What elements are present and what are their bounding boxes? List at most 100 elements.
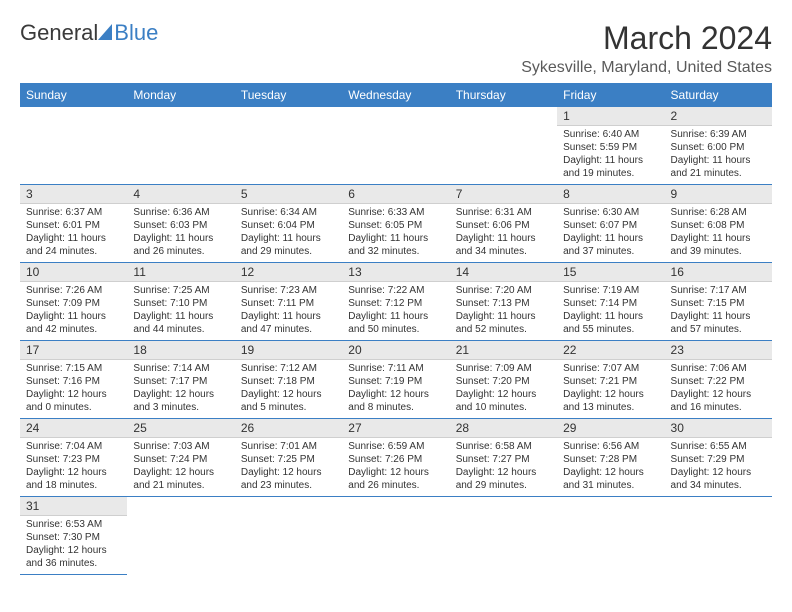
day-content: Sunrise: 7:09 AMSunset: 7:20 PMDaylight:… xyxy=(450,360,557,418)
daylight-text: Daylight: 12 hours and 31 minutes. xyxy=(563,466,658,492)
sunset-text: Sunset: 7:09 PM xyxy=(26,297,121,310)
day-number: 25 xyxy=(127,419,234,438)
day-cell xyxy=(342,107,449,185)
sunrise-text: Sunrise: 7:20 AM xyxy=(456,284,551,297)
daylight-text: Daylight: 11 hours and 44 minutes. xyxy=(133,310,228,336)
sunset-text: Sunset: 6:08 PM xyxy=(671,219,766,232)
sunset-text: Sunset: 7:21 PM xyxy=(563,375,658,388)
week-row: 10Sunrise: 7:26 AMSunset: 7:09 PMDayligh… xyxy=(20,263,772,341)
day-content: Sunrise: 6:58 AMSunset: 7:27 PMDaylight:… xyxy=(450,438,557,496)
day-cell: 21Sunrise: 7:09 AMSunset: 7:20 PMDayligh… xyxy=(450,341,557,419)
daylight-text: Daylight: 12 hours and 8 minutes. xyxy=(348,388,443,414)
day-cell xyxy=(127,497,234,575)
day-content: Sunrise: 7:22 AMSunset: 7:12 PMDaylight:… xyxy=(342,282,449,340)
sunset-text: Sunset: 7:19 PM xyxy=(348,375,443,388)
day-cell: 15Sunrise: 7:19 AMSunset: 7:14 PMDayligh… xyxy=(557,263,664,341)
day-header: Saturday xyxy=(665,83,772,107)
day-cell: 17Sunrise: 7:15 AMSunset: 7:16 PMDayligh… xyxy=(20,341,127,419)
day-content: Sunrise: 7:11 AMSunset: 7:19 PMDaylight:… xyxy=(342,360,449,418)
day-cell: 14Sunrise: 7:20 AMSunset: 7:13 PMDayligh… xyxy=(450,263,557,341)
sunset-text: Sunset: 7:15 PM xyxy=(671,297,766,310)
daylight-text: Daylight: 12 hours and 34 minutes. xyxy=(671,466,766,492)
day-cell: 6Sunrise: 6:33 AMSunset: 6:05 PMDaylight… xyxy=(342,185,449,263)
day-number: 7 xyxy=(450,185,557,204)
week-row: 31Sunrise: 6:53 AMSunset: 7:30 PMDayligh… xyxy=(20,497,772,575)
sunrise-text: Sunrise: 6:40 AM xyxy=(563,128,658,141)
sunrise-text: Sunrise: 7:03 AM xyxy=(133,440,228,453)
day-header: Tuesday xyxy=(235,83,342,107)
sunset-text: Sunset: 6:06 PM xyxy=(456,219,551,232)
sunrise-text: Sunrise: 7:26 AM xyxy=(26,284,121,297)
day-content: Sunrise: 6:36 AMSunset: 6:03 PMDaylight:… xyxy=(127,204,234,262)
day-cell: 2Sunrise: 6:39 AMSunset: 6:00 PMDaylight… xyxy=(665,107,772,185)
sunset-text: Sunset: 6:03 PM xyxy=(133,219,228,232)
day-number: 14 xyxy=(450,263,557,282)
sunset-text: Sunset: 7:17 PM xyxy=(133,375,228,388)
sunset-text: Sunset: 6:00 PM xyxy=(671,141,766,154)
sunrise-text: Sunrise: 6:31 AM xyxy=(456,206,551,219)
day-content: Sunrise: 6:34 AMSunset: 6:04 PMDaylight:… xyxy=(235,204,342,262)
day-number: 21 xyxy=(450,341,557,360)
daylight-text: Daylight: 11 hours and 26 minutes. xyxy=(133,232,228,258)
day-content: Sunrise: 6:53 AMSunset: 7:30 PMDaylight:… xyxy=(20,516,127,574)
sunset-text: Sunset: 7:11 PM xyxy=(241,297,336,310)
sunset-text: Sunset: 6:07 PM xyxy=(563,219,658,232)
sunset-text: Sunset: 7:13 PM xyxy=(456,297,551,310)
day-cell: 26Sunrise: 7:01 AMSunset: 7:25 PMDayligh… xyxy=(235,419,342,497)
daylight-text: Daylight: 12 hours and 26 minutes. xyxy=(348,466,443,492)
daylight-text: Daylight: 12 hours and 21 minutes. xyxy=(133,466,228,492)
day-cell: 19Sunrise: 7:12 AMSunset: 7:18 PMDayligh… xyxy=(235,341,342,419)
day-number: 15 xyxy=(557,263,664,282)
day-cell xyxy=(665,497,772,575)
day-header: Sunday xyxy=(20,83,127,107)
day-number: 2 xyxy=(665,107,772,126)
day-number: 19 xyxy=(235,341,342,360)
day-number: 9 xyxy=(665,185,772,204)
sunset-text: Sunset: 7:10 PM xyxy=(133,297,228,310)
day-cell: 22Sunrise: 7:07 AMSunset: 7:21 PMDayligh… xyxy=(557,341,664,419)
page-subtitle: Sykesville, Maryland, United States xyxy=(521,59,772,77)
day-header: Monday xyxy=(127,83,234,107)
day-content: Sunrise: 7:19 AMSunset: 7:14 PMDaylight:… xyxy=(557,282,664,340)
daylight-text: Daylight: 12 hours and 16 minutes. xyxy=(671,388,766,414)
header: GeneralBlue March 2024 Sykesville, Maryl… xyxy=(20,20,772,77)
day-number: 6 xyxy=(342,185,449,204)
day-cell xyxy=(20,107,127,185)
logo-text-part1: General xyxy=(20,20,98,46)
sunrise-text: Sunrise: 7:25 AM xyxy=(133,284,228,297)
day-cell: 25Sunrise: 7:03 AMSunset: 7:24 PMDayligh… xyxy=(127,419,234,497)
day-content: Sunrise: 7:25 AMSunset: 7:10 PMDaylight:… xyxy=(127,282,234,340)
logo-sail-icon xyxy=(98,24,112,40)
day-number: 5 xyxy=(235,185,342,204)
calendar-table: Sunday Monday Tuesday Wednesday Thursday… xyxy=(20,83,772,575)
day-number: 31 xyxy=(20,497,127,516)
sunrise-text: Sunrise: 7:17 AM xyxy=(671,284,766,297)
day-content: Sunrise: 7:14 AMSunset: 7:17 PMDaylight:… xyxy=(127,360,234,418)
sunrise-text: Sunrise: 7:09 AM xyxy=(456,362,551,375)
day-number: 26 xyxy=(235,419,342,438)
day-cell xyxy=(450,497,557,575)
sunrise-text: Sunrise: 6:53 AM xyxy=(26,518,121,531)
day-cell: 11Sunrise: 7:25 AMSunset: 7:10 PMDayligh… xyxy=(127,263,234,341)
day-cell xyxy=(127,107,234,185)
daylight-text: Daylight: 12 hours and 23 minutes. xyxy=(241,466,336,492)
daylight-text: Daylight: 11 hours and 42 minutes. xyxy=(26,310,121,336)
day-number: 30 xyxy=(665,419,772,438)
sunset-text: Sunset: 7:29 PM xyxy=(671,453,766,466)
day-header: Wednesday xyxy=(342,83,449,107)
sunrise-text: Sunrise: 7:19 AM xyxy=(563,284,658,297)
week-row: 17Sunrise: 7:15 AMSunset: 7:16 PMDayligh… xyxy=(20,341,772,419)
sunset-text: Sunset: 7:18 PM xyxy=(241,375,336,388)
day-number: 20 xyxy=(342,341,449,360)
day-cell: 13Sunrise: 7:22 AMSunset: 7:12 PMDayligh… xyxy=(342,263,449,341)
day-cell: 20Sunrise: 7:11 AMSunset: 7:19 PMDayligh… xyxy=(342,341,449,419)
sunrise-text: Sunrise: 6:55 AM xyxy=(671,440,766,453)
day-number: 8 xyxy=(557,185,664,204)
day-cell xyxy=(235,497,342,575)
day-number: 27 xyxy=(342,419,449,438)
day-content: Sunrise: 7:03 AMSunset: 7:24 PMDaylight:… xyxy=(127,438,234,496)
logo-text-part2: Blue xyxy=(114,20,158,46)
sunset-text: Sunset: 7:25 PM xyxy=(241,453,336,466)
day-content: Sunrise: 7:26 AMSunset: 7:09 PMDaylight:… xyxy=(20,282,127,340)
sunset-text: Sunset: 7:16 PM xyxy=(26,375,121,388)
